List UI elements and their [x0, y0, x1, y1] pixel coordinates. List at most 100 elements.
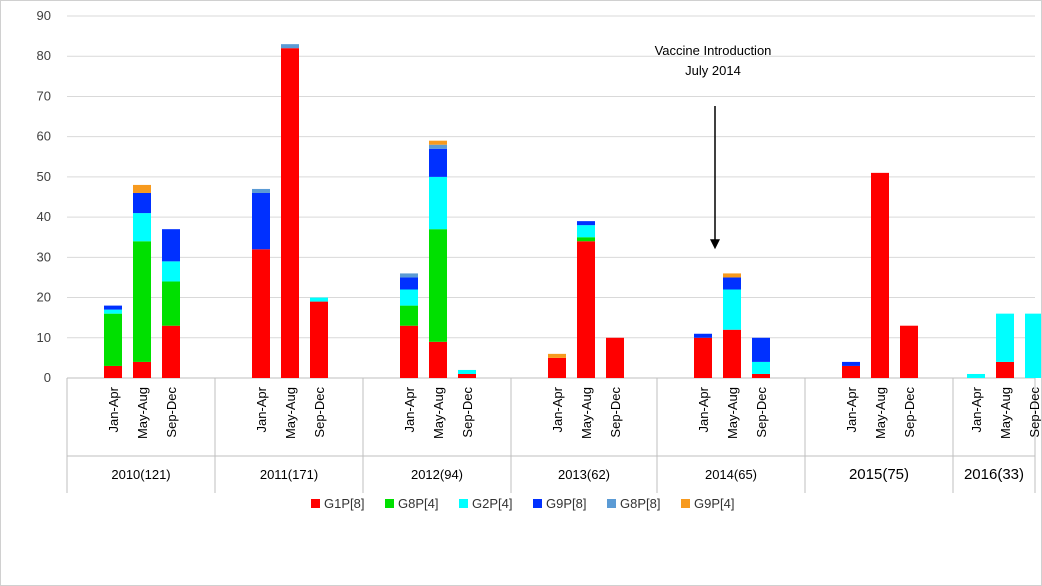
x-tick-label: Jan-Apr — [550, 386, 565, 432]
x-group-label: 2010(121) — [111, 467, 170, 482]
bar-segment — [429, 176, 447, 230]
x-tick-label: Sep-Dec — [1027, 387, 1041, 438]
bar-segment — [752, 373, 770, 378]
y-tick-label: 40 — [37, 209, 51, 224]
legend-item: G9P[8] — [533, 496, 586, 511]
bar-segment — [133, 241, 151, 362]
legend-label: G8P[4] — [398, 496, 438, 511]
bar-segment — [577, 221, 595, 226]
x-group-label: 2011(171) — [260, 467, 318, 482]
legend-swatch — [459, 499, 468, 508]
bar-segment — [694, 333, 712, 338]
legend-swatch — [681, 499, 690, 508]
x-axis: 2010(121) Jan-Apr May-Aug Sep-Dec 2011(171) J… — [66, 378, 1041, 493]
y-tick-label: 20 — [37, 290, 51, 305]
x-tick-label: May-Aug — [135, 387, 150, 439]
bar-segment — [133, 361, 151, 378]
x-tick-label: Sep-Dec — [608, 387, 623, 438]
x-tick-label: Jan-Apr — [696, 386, 711, 432]
gridlines — [67, 15, 1035, 379]
annotation-text: Vaccine Introduction — [655, 43, 772, 58]
bar-segment — [310, 301, 328, 378]
bar-segment — [577, 237, 595, 242]
x-tick-label: May-Aug — [725, 387, 740, 439]
bar-segment — [104, 365, 122, 378]
y-tick-label: 0 — [44, 370, 51, 385]
bars — [104, 44, 1041, 379]
bar-segment — [429, 341, 447, 378]
bar-segment — [723, 273, 741, 278]
x-tick-label: Jan-Apr — [844, 386, 859, 432]
bar-segment — [162, 281, 180, 326]
bar-segment — [723, 277, 741, 290]
legend-swatch — [311, 499, 320, 508]
bar-segment — [429, 140, 447, 145]
bar-segment — [577, 225, 595, 238]
x-tick-label: Sep-Dec — [312, 387, 327, 438]
legend-label: G9P[8] — [546, 496, 586, 511]
bar-segment — [752, 337, 770, 362]
y-tick-label: 80 — [37, 48, 51, 63]
bar-segment — [996, 361, 1014, 378]
x-group-label: 2012(94) — [411, 467, 463, 482]
bar-segment — [400, 325, 418, 378]
bar-segment — [400, 289, 418, 306]
bar-segment — [104, 313, 122, 366]
bar-segment — [162, 229, 180, 262]
bar-segment — [548, 353, 566, 358]
x-tick-label: Sep-Dec — [460, 387, 475, 438]
x-tick-label: Jan-Apr — [969, 386, 984, 432]
bar-segment — [723, 329, 741, 378]
x-tick-label: May-Aug — [431, 387, 446, 439]
y-tick-label: 10 — [37, 330, 51, 345]
annotation: Vaccine Introduction July 2014 — [655, 43, 772, 250]
legend-swatch — [385, 499, 394, 508]
bar-segment — [281, 44, 299, 49]
y-tick-label: 90 — [37, 8, 51, 23]
x-tick-label: Sep-Dec — [164, 387, 179, 438]
legend-item: G9P[4] — [681, 496, 734, 511]
legend-label: G9P[4] — [694, 496, 734, 511]
bar-segment — [429, 144, 447, 149]
bar-segment — [162, 261, 180, 282]
bar-segment — [752, 361, 770, 374]
bar-segment — [842, 365, 860, 378]
y-tick-label: 50 — [37, 169, 51, 184]
legend-item: G8P[8] — [607, 496, 660, 511]
x-group-label: 2013(62) — [558, 467, 610, 482]
bar-segment — [967, 373, 985, 378]
bar-segment — [458, 369, 476, 374]
x-tick-label: Jan-Apr — [254, 386, 269, 432]
x-group-label: 2014(65) — [705, 467, 757, 482]
bar-segment — [723, 289, 741, 330]
legend-item: G8P[4] — [385, 496, 438, 511]
x-tick-label: Jan-Apr — [106, 386, 121, 432]
bar-segment — [104, 309, 122, 314]
bar-segment — [104, 305, 122, 310]
legend-item: G1P[8] — [311, 496, 364, 511]
y-tick-label: 60 — [37, 129, 51, 144]
bar-segment — [252, 249, 270, 378]
x-tick-label: Sep-Dec — [754, 387, 769, 438]
legend: G1P[8] G8P[4] G2P[4] G9P[8] G8P[8] G9P[4] — [311, 496, 734, 511]
bar-segment — [252, 192, 270, 250]
bar-segment — [133, 184, 151, 193]
bar-segment — [252, 188, 270, 193]
x-tick-label: May-Aug — [283, 387, 298, 439]
y-tick-label: 70 — [37, 88, 51, 103]
x-tick-label: May-Aug — [873, 387, 888, 439]
bar-segment — [310, 297, 328, 302]
bar-segment — [871, 172, 889, 378]
legend-label: G8P[8] — [620, 496, 660, 511]
x-group-label: 2016(33) — [964, 466, 1024, 483]
annotation-text: July 2014 — [685, 63, 741, 78]
legend-label: G2P[4] — [472, 496, 512, 511]
legend-item: G2P[4] — [459, 496, 512, 511]
bar-segment — [400, 273, 418, 278]
bar-segment — [133, 192, 151, 214]
x-group-label: 2015(75) — [849, 466, 909, 483]
bar-segment — [162, 325, 180, 378]
bar-segment — [1025, 313, 1041, 378]
